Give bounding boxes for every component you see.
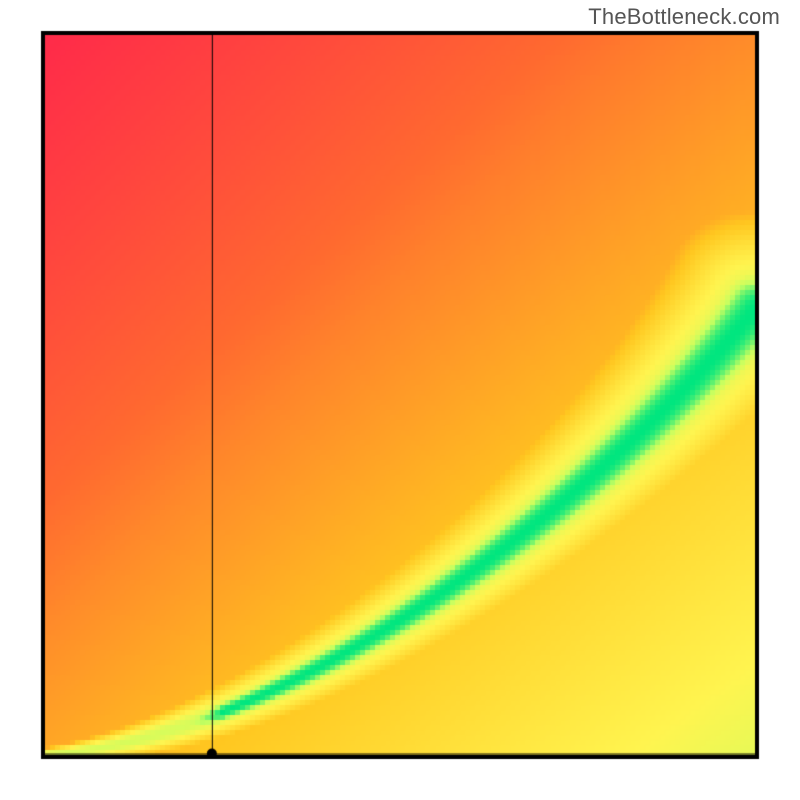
watermark-text: TheBottleneck.com bbox=[588, 4, 780, 30]
heatmap-canvas bbox=[0, 0, 800, 800]
